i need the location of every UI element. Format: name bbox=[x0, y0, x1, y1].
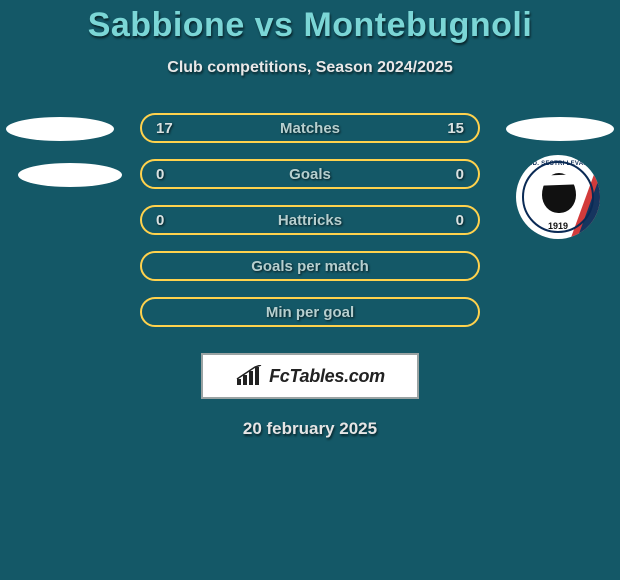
stat-row-goals: 0 Goals 0 U.S.D. SESTRI LEVANTE 1919 bbox=[0, 159, 620, 205]
stat-pill: 0 Hattricks 0 bbox=[140, 205, 480, 235]
stat-row-min-per-goal: Min per goal bbox=[0, 297, 620, 343]
stat-row-goals-per-match: Goals per match bbox=[0, 251, 620, 297]
subtitle: Club competitions, Season 2024/2025 bbox=[0, 59, 620, 77]
date-text: 20 february 2025 bbox=[0, 419, 620, 439]
stat-pill: 17 Matches 15 bbox=[140, 113, 480, 143]
stat-label: Matches bbox=[142, 120, 478, 137]
stat-pill: 0 Goals 0 bbox=[140, 159, 480, 189]
brand-badge: FcTables.com bbox=[201, 353, 419, 399]
stat-row-matches: 17 Matches 15 bbox=[0, 113, 620, 159]
stat-row-hattricks: 0 Hattricks 0 bbox=[0, 205, 620, 251]
brand-text: FcTables.com bbox=[269, 366, 385, 387]
player-left-placeholder-icon bbox=[18, 163, 122, 187]
player-left-placeholder-icon bbox=[6, 117, 114, 141]
stat-pill: Min per goal bbox=[140, 297, 480, 327]
stat-label: Goals per match bbox=[142, 258, 478, 275]
stat-label: Hattricks bbox=[142, 212, 478, 229]
stat-label: Min per goal bbox=[142, 304, 478, 321]
chart-icon bbox=[235, 365, 263, 387]
page-title: Sabbione vs Montebugnoli bbox=[0, 0, 620, 45]
stat-label: Goals bbox=[142, 166, 478, 183]
player-right-placeholder-icon bbox=[506, 117, 614, 141]
stat-pill: Goals per match bbox=[140, 251, 480, 281]
comparison-block: 17 Matches 15 0 Goals 0 U.S.D. SESTRI LE… bbox=[0, 113, 620, 439]
crest-text: U.S.D. SESTRI LEVANTE bbox=[516, 161, 600, 167]
